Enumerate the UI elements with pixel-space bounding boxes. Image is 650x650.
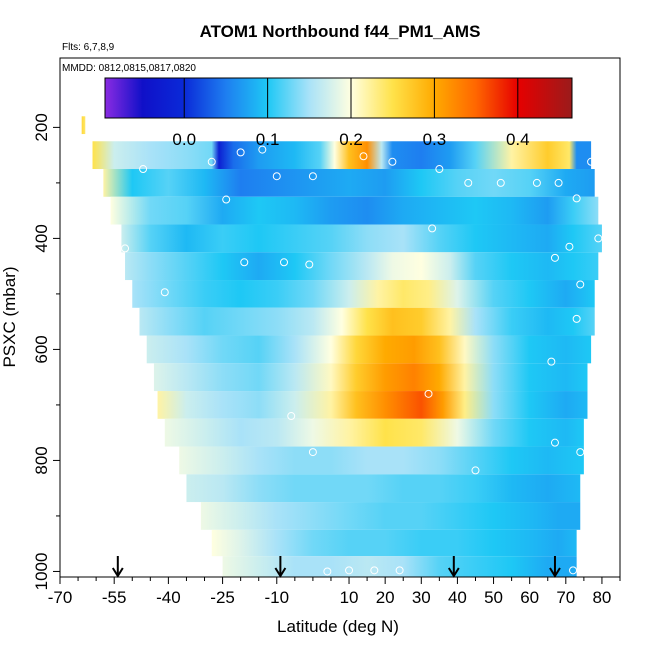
y-tick-label: 400 xyxy=(32,224,51,252)
sample-marker xyxy=(550,438,559,447)
sample-marker xyxy=(594,234,603,243)
x-tick-label: 30 xyxy=(412,588,431,607)
sample-marker xyxy=(240,258,249,267)
heatmap-layer xyxy=(164,418,584,447)
sample-marker xyxy=(572,194,581,203)
colorbar-tick-label: 0.0 xyxy=(172,130,196,149)
y-tick-label: 800 xyxy=(32,446,51,474)
y-axis: 200 400 600 800 1000 xyxy=(32,113,60,590)
heatmap-layer xyxy=(200,502,581,530)
sample-marker xyxy=(576,280,585,289)
x-tick-label: -25 xyxy=(210,588,235,607)
sample-marker xyxy=(160,288,169,297)
colorbar-tick-label: 0.1 xyxy=(256,130,280,149)
sample-marker xyxy=(359,152,368,161)
sample-marker xyxy=(287,412,296,421)
heatmap-layer xyxy=(153,363,588,392)
flight-arrow-head xyxy=(549,567,561,578)
sample-marker xyxy=(428,224,437,233)
sample-marker xyxy=(569,566,578,575)
sample-marker xyxy=(554,178,563,187)
x-tick-label: 40 xyxy=(448,588,467,607)
flight-arrow-head xyxy=(274,567,287,578)
y-tick-label: 600 xyxy=(32,335,51,363)
colorbar-ticks: 0.0 0.1 0.2 0.3 0.4 xyxy=(172,78,530,149)
sample-marker xyxy=(305,260,314,269)
chart-title: ATOM1 Northbound f44_PM1_AMS xyxy=(200,22,481,41)
sample-marker xyxy=(258,145,267,154)
colorbar-tick-label: 0.3 xyxy=(423,130,447,149)
colorbar: 0.0 0.1 0.2 0.3 0.4 xyxy=(104,77,573,149)
heatmap-layer xyxy=(125,252,599,281)
sample-marker xyxy=(272,172,281,181)
heatmap-layer xyxy=(179,446,584,475)
sample-marker xyxy=(308,172,317,181)
heatmap-layer xyxy=(110,196,599,225)
sample-marker xyxy=(139,165,148,174)
heatmap-layer xyxy=(211,529,577,557)
sample-marker xyxy=(222,195,231,204)
sample-marker xyxy=(121,244,130,253)
sample-marker xyxy=(547,357,556,366)
x-tick-label: 70 xyxy=(556,588,575,607)
sample-markers xyxy=(121,133,603,576)
flight-arrow-head xyxy=(111,567,124,578)
heatmap-layer xyxy=(121,224,602,253)
sample-marker xyxy=(370,566,379,575)
sample-marker xyxy=(496,178,505,187)
sample-marker xyxy=(207,157,216,166)
x-tick-label: -10 xyxy=(264,588,289,607)
colorbar-tick-label: 0.4 xyxy=(506,130,530,149)
sample-marker xyxy=(550,253,559,262)
colorbar-gradient xyxy=(104,77,573,119)
sample-marker xyxy=(435,165,444,174)
x-tick-label: -40 xyxy=(156,588,181,607)
y-tick-label: 200 xyxy=(32,113,51,141)
sample-marker xyxy=(395,566,404,575)
dates-label: MMDD: 0812,0815,0817,0820 xyxy=(62,63,196,74)
sample-marker xyxy=(576,448,585,457)
sample-marker xyxy=(323,567,332,576)
heatmap-layer xyxy=(157,391,588,419)
plot-frame xyxy=(59,57,621,578)
heatmap-layer xyxy=(132,280,595,308)
x-axis: -70 -55 -40 -25 -10 10 20 30 40 50 60 70 80 xyxy=(48,577,621,607)
x-axis-label: Latitude (deg N) xyxy=(277,617,399,636)
heatmap-layer xyxy=(146,335,592,364)
sample-marker xyxy=(565,133,574,142)
x-tick-label: 80 xyxy=(592,588,611,607)
heatmap-layer xyxy=(92,141,592,170)
x-tick-label: -55 xyxy=(102,588,127,607)
x-tick-label: 10 xyxy=(340,588,359,607)
sample-marker xyxy=(471,466,480,475)
sample-marker xyxy=(572,314,581,323)
sample-marker xyxy=(587,157,596,166)
flight-arrow-head xyxy=(447,567,460,578)
y-axis-label: PSXC (mbar) xyxy=(0,266,19,367)
sample-marker xyxy=(280,258,288,267)
colorbar-tick-label: 0.2 xyxy=(339,130,363,149)
y-tick-label: 1000 xyxy=(32,553,51,591)
heatmap-layer xyxy=(81,116,86,135)
sample-marker xyxy=(464,178,473,187)
x-tick-label: -70 xyxy=(48,588,73,607)
sample-marker xyxy=(236,148,245,157)
heatmap-layer xyxy=(139,307,595,336)
heatmap-layer xyxy=(103,169,595,197)
heatmap-layer xyxy=(186,474,581,503)
sample-marker xyxy=(388,157,397,166)
x-tick-label: 60 xyxy=(520,588,539,607)
heatmap-layers xyxy=(81,116,602,577)
sample-marker xyxy=(424,389,433,398)
flights-label: Flts: 6,7,8,9 xyxy=(62,42,115,53)
sample-marker xyxy=(532,178,541,187)
sample-marker xyxy=(345,566,354,575)
x-tick-label: 50 xyxy=(484,588,503,607)
x-tick-label: 20 xyxy=(376,588,395,607)
sample-marker xyxy=(308,448,317,457)
sample-marker xyxy=(565,242,574,251)
flight-arrows xyxy=(111,556,561,578)
